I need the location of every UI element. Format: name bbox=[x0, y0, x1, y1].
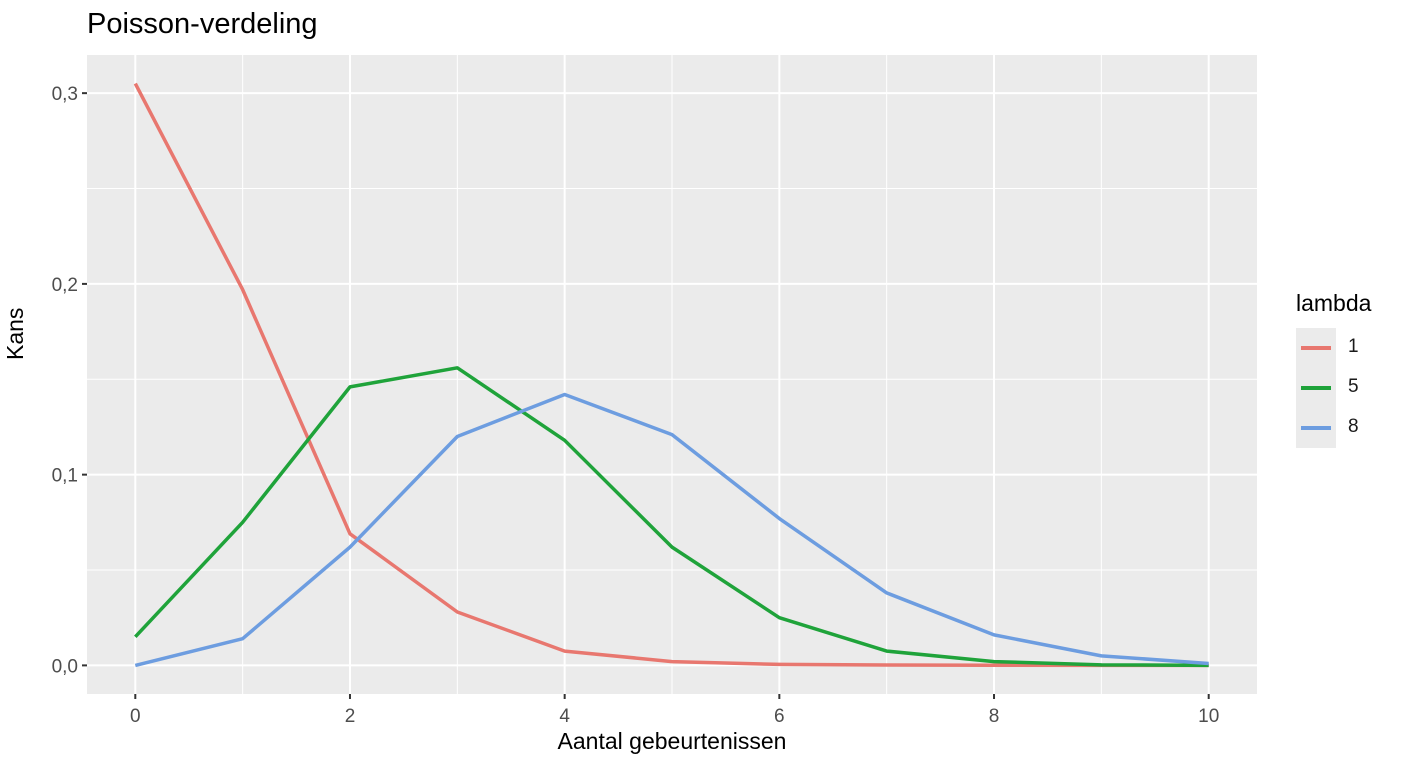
y-tick-label: 0,3 bbox=[52, 84, 78, 105]
legend-swatch-blue bbox=[1301, 426, 1331, 430]
legend-label: 8 bbox=[1348, 416, 1359, 437]
x-tick-label: 8 bbox=[989, 706, 1000, 727]
legend-swatch-red bbox=[1301, 346, 1331, 350]
legend-label: 1 bbox=[1348, 336, 1359, 357]
series-line-lambda-5 bbox=[134, 366, 1209, 668]
legend-item-lambda-5: 5 bbox=[1296, 368, 1406, 408]
y-tick-label: 0,0 bbox=[52, 656, 78, 677]
chart-title: Poisson-verdeling bbox=[87, 8, 318, 40]
x-tick-label: 4 bbox=[559, 706, 570, 727]
x-tick-label: 10 bbox=[1198, 706, 1219, 727]
legend-swatch-green bbox=[1301, 386, 1331, 390]
y-tick-label: 0,2 bbox=[52, 275, 78, 296]
x-tick-label: 2 bbox=[345, 706, 356, 727]
legend-item-lambda-8: 8 bbox=[1296, 408, 1406, 448]
series-line-lambda-8 bbox=[134, 392, 1209, 668]
x-tick-label: 0 bbox=[130, 706, 141, 727]
legend-item-lambda-1: 1 bbox=[1296, 328, 1406, 368]
y-axis-label: Kans bbox=[2, 307, 28, 360]
x-axis-label: Aantal gebeurtenissen bbox=[557, 728, 787, 754]
y-tick-label: 0,1 bbox=[52, 466, 78, 487]
x-tick-label: 6 bbox=[774, 706, 785, 727]
legend-title: lambda bbox=[1296, 290, 1372, 316]
legend-label: 5 bbox=[1348, 376, 1359, 397]
series-line-lambda-1 bbox=[133, 82, 1209, 668]
